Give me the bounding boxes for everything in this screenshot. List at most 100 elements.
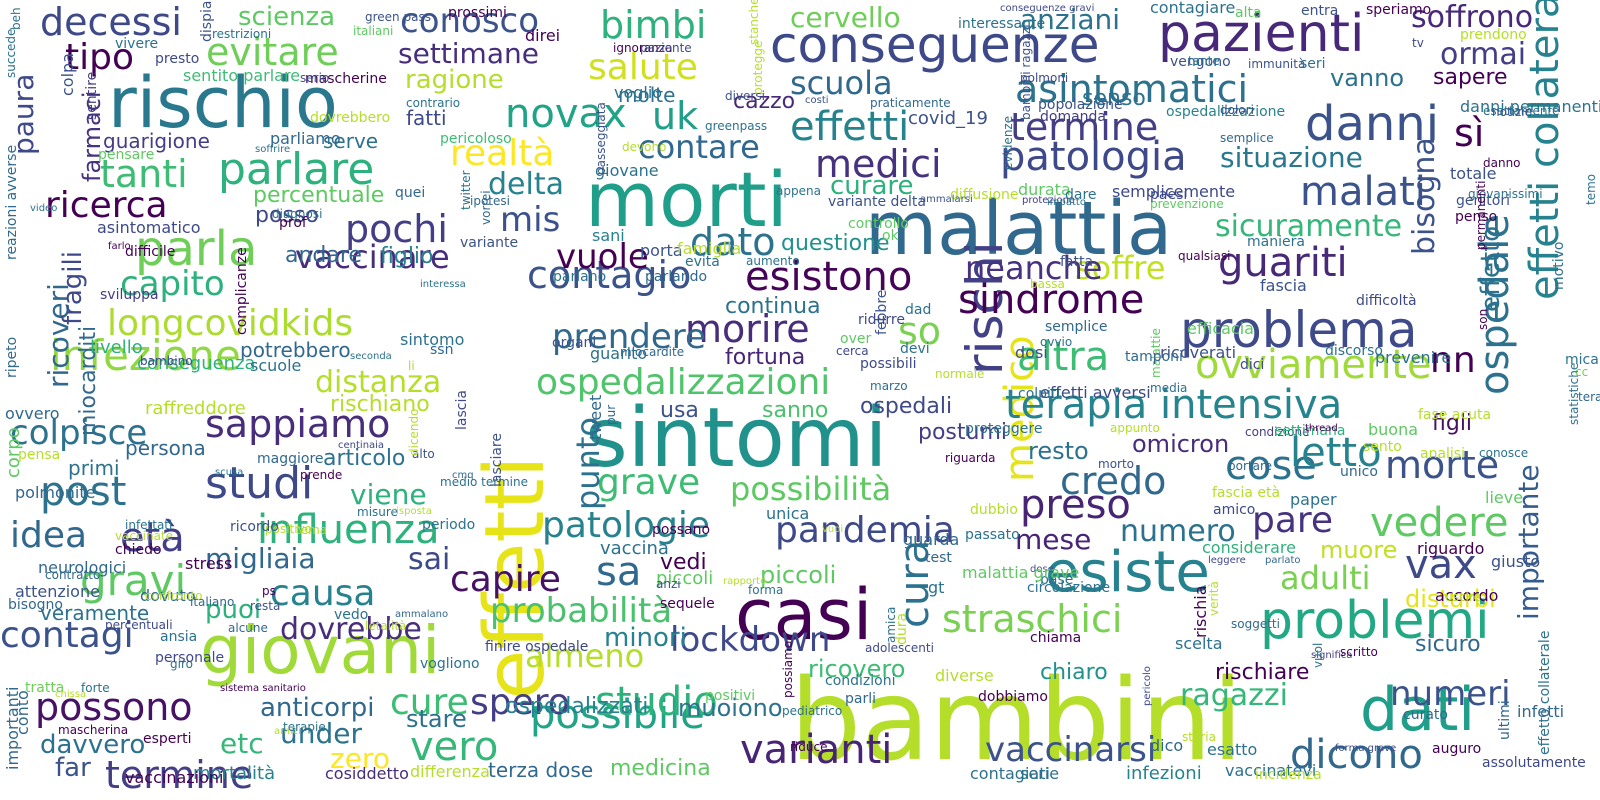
cloud-word: adulti xyxy=(1280,559,1371,597)
cloud-word: chiama xyxy=(1030,630,1082,646)
cloud-word: curato xyxy=(1403,707,1448,723)
cloud-word: verità xyxy=(1207,581,1221,616)
cloud-word: terza dose xyxy=(488,758,594,782)
cloud-word: restrizioni xyxy=(212,27,272,41)
cloud-word: dovuto xyxy=(140,586,196,605)
cloud-word: mis xyxy=(500,200,561,240)
cloud-word: possibili xyxy=(860,356,917,372)
cloud-word: zero xyxy=(330,742,390,775)
cloud-word: polmonite xyxy=(15,483,96,502)
cloud-word: uk xyxy=(652,94,699,138)
cloud-word: paura xyxy=(7,73,40,155)
cloud-word: fragili xyxy=(58,251,88,325)
cloud-word: parla xyxy=(135,221,258,277)
cloud-word: forma grave xyxy=(1335,743,1397,754)
cloud-word: infezioni xyxy=(1126,763,1202,784)
cloud-word: questione xyxy=(781,231,890,256)
cloud-word: ultimi xyxy=(1497,700,1513,740)
cloud-word: problemi xyxy=(1260,591,1490,651)
cloud-word: rapporto xyxy=(723,576,767,587)
cloud-word: sintomo xyxy=(400,330,465,349)
cloud-word: esistono xyxy=(745,254,913,300)
cloud-word: casi xyxy=(735,574,873,656)
cloud-word: dare xyxy=(1065,187,1097,203)
cloud-word: chiedo xyxy=(115,542,162,558)
cloud-word: vero xyxy=(410,724,499,770)
cloud-word: periodo xyxy=(422,517,476,533)
cloud-word: efficacia xyxy=(1187,319,1254,338)
cloud-word: personale xyxy=(155,650,225,666)
cloud-word: pare xyxy=(1252,500,1334,541)
cloud-word: terapie xyxy=(283,720,326,734)
cloud-word: semplice xyxy=(1045,319,1108,335)
cloud-word: famiglia xyxy=(677,239,742,258)
cloud-word: conseguenze gravi xyxy=(1000,3,1095,14)
cloud-word: tipo xyxy=(65,37,134,78)
cloud-word: raffreddore xyxy=(145,398,246,419)
cloud-word: bisogno xyxy=(8,597,63,613)
cloud-word: rischiare xyxy=(1215,660,1310,685)
cloud-word: paper xyxy=(1290,490,1337,509)
cloud-word: sapere xyxy=(1433,65,1508,90)
cloud-word: effetti xyxy=(790,104,910,150)
cloud-word: soffrono xyxy=(1411,0,1534,35)
cloud-word: stress xyxy=(185,554,233,573)
cloud-word: postumi xyxy=(918,420,1007,445)
cloud-word: dato xyxy=(690,220,776,264)
cloud-word: persona xyxy=(125,436,206,460)
cloud-word: dolori xyxy=(1220,103,1254,117)
cloud-word: studi xyxy=(205,458,314,509)
cloud-word: alto xyxy=(412,447,435,461)
cloud-word: serio xyxy=(300,71,330,85)
cloud-word: succede xyxy=(4,28,18,78)
cloud-word: sequele xyxy=(660,596,715,612)
cloud-word: sindrome xyxy=(958,277,1145,323)
cloud-word: ovviamente xyxy=(1195,342,1432,388)
cloud-word: confronto xyxy=(145,589,203,603)
cloud-word: influenza xyxy=(257,507,440,553)
cloud-word: ammalarsi xyxy=(920,194,973,205)
cloud-word: mortalità xyxy=(193,763,276,784)
cloud-word: giusto xyxy=(1491,552,1541,571)
cloud-word: guariti xyxy=(1218,240,1348,286)
cloud-word: prendono xyxy=(1460,27,1527,43)
cloud-word: vaccinazioni xyxy=(125,768,224,787)
cloud-word: scuola xyxy=(790,64,893,102)
cloud-word: pochi xyxy=(345,207,448,251)
cloud-word: centinaia xyxy=(338,440,385,451)
cloud-word: guarigione xyxy=(103,129,210,153)
cloud-word: durata xyxy=(1018,180,1071,199)
cloud-word: fascia età xyxy=(1212,485,1281,501)
cloud-word: parlare xyxy=(218,144,375,195)
cloud-word: patologie xyxy=(542,505,711,546)
cloud-word: bambini xyxy=(790,656,1244,786)
cloud-word: cose xyxy=(1225,443,1317,489)
cloud-word: piccoli xyxy=(760,561,837,589)
cloud-word: effetto collaterale xyxy=(1537,630,1553,755)
cloud-word: passeggiata xyxy=(594,102,608,175)
cloud-word: straschici xyxy=(942,597,1123,641)
cloud-word: rischio xyxy=(108,62,338,144)
cloud-word: curare xyxy=(830,171,914,201)
cloud-word: rischiano xyxy=(330,392,430,417)
cloud-word: dicendo xyxy=(407,408,421,457)
cloud-word: positivi xyxy=(705,688,756,704)
cloud-word: tweet xyxy=(586,394,605,440)
cloud-word: giovane xyxy=(595,161,659,180)
cloud-word: vaccina xyxy=(600,538,669,559)
cloud-word: lascia xyxy=(454,390,470,430)
cloud-word: parlato xyxy=(1265,555,1301,566)
cloud-word: popolazione xyxy=(1038,97,1123,113)
cloud-word: prendere xyxy=(552,317,706,357)
cloud-word: pericolo xyxy=(1142,666,1153,706)
cloud-word: condizione xyxy=(1245,425,1310,439)
cloud-word: scuole xyxy=(250,356,302,375)
cloud-word: effetti avversi xyxy=(1040,383,1151,402)
cloud-word: storia xyxy=(1182,730,1216,744)
cloud-word: contagiare xyxy=(1150,0,1236,17)
cloud-word: alta xyxy=(1235,5,1262,21)
cloud-word: evita xyxy=(685,254,720,270)
cloud-word: nn xyxy=(1430,340,1476,381)
cloud-word: diagnosi xyxy=(272,207,323,221)
cloud-word: base xyxy=(1040,572,1074,588)
